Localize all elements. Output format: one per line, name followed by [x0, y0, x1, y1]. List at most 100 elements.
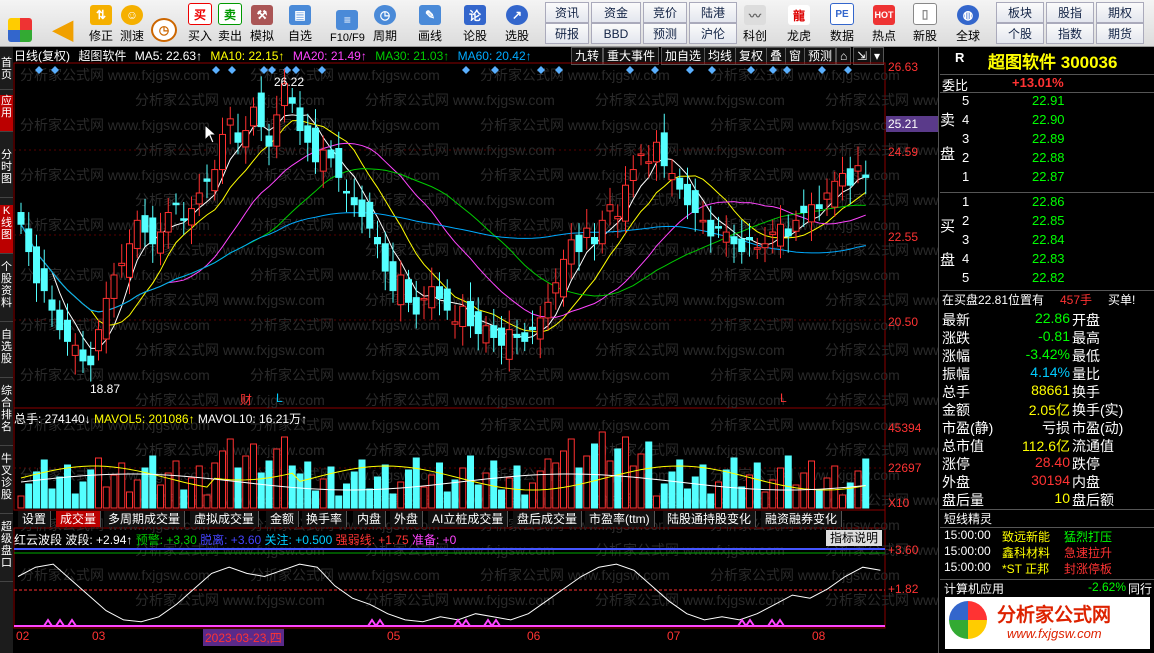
- research-button[interactable]: 研报: [545, 23, 589, 44]
- buy-button[interactable]: 买 买入: [188, 2, 212, 44]
- volume-bar: [660, 483, 668, 509]
- candle-body: [25, 228, 33, 253]
- price-axis-current: 25.21: [888, 117, 919, 131]
- period-button[interactable]: ◷ 周期: [373, 2, 397, 44]
- tab-indicator-0[interactable]: 设置: [18, 511, 52, 527]
- ipo-button[interactable]: ▯ 新股: [913, 2, 937, 44]
- tab-overlay[interactable]: 叠: [766, 47, 787, 65]
- back-button[interactable]: ◀: [50, 2, 76, 44]
- tab-indicator-8[interactable]: AI立桩成交量: [428, 511, 509, 527]
- elf-item[interactable]: 15:00:00 鑫科材料 急速拉升: [944, 544, 1113, 560]
- ask-row[interactable]: 5 22.91: [962, 93, 1065, 108]
- tab-major-events[interactable]: 重大事件: [603, 47, 660, 65]
- ask-row[interactable]: 2 22.88: [962, 150, 1065, 165]
- l-marker-1[interactable]: L: [276, 391, 283, 405]
- sidebar-item-profile[interactable]: 个股资料: [0, 261, 13, 322]
- sidebar-item-apps[interactable]: 应用: [0, 95, 13, 132]
- watchlist-button[interactable]: ▤ 自选: [288, 2, 312, 44]
- speed-test-button[interactable]: ☺ 测速: [120, 2, 144, 44]
- star-market-button[interactable]: 〰 科创: [743, 2, 767, 44]
- candle-body: [536, 317, 544, 340]
- fix-button[interactable]: ⇅ 修正: [89, 2, 113, 44]
- bbd-button[interactable]: BBD: [591, 23, 641, 44]
- tab-add-watchlist[interactable]: 加自选: [661, 47, 706, 65]
- tab-indicator-10[interactable]: 市盈率(ttm): [585, 511, 655, 527]
- data-button[interactable]: PE 数据: [830, 2, 854, 44]
- tab-indicator-3[interactable]: 虚拟成交量: [190, 511, 260, 527]
- tab-jiuzhuan[interactable]: 九转: [571, 47, 604, 65]
- tab-indicator-9[interactable]: 盘后成交量: [513, 511, 583, 527]
- shlon-button[interactable]: 沪伦: [689, 23, 737, 44]
- sector-button[interactable]: 板块: [996, 2, 1044, 23]
- stock-button[interactable]: 个股: [996, 23, 1044, 44]
- sidebar-item-intraday[interactable]: 分时图: [0, 149, 13, 198]
- index-button[interactable]: 指数: [1046, 23, 1094, 44]
- candle-body: [730, 236, 738, 245]
- tab-ma[interactable]: 均线: [704, 47, 737, 65]
- elf-item[interactable]: 15:00:00 致远新能 猛烈打压: [944, 528, 1113, 544]
- bid-row[interactable]: 4 22.83: [962, 251, 1065, 266]
- bid-row[interactable]: 1 22.86: [962, 194, 1065, 209]
- indicator-help-button[interactable]: 指标说明: [826, 530, 882, 546]
- volume-bar: [784, 455, 792, 509]
- futures-button[interactable]: 期货: [1096, 23, 1144, 44]
- f10-button[interactable]: ≡ F10/F9: [330, 2, 365, 44]
- funds-button[interactable]: 资金: [591, 2, 641, 23]
- ind-prep: 准备: +0: [411, 533, 457, 547]
- smiley-icon: ☺: [121, 5, 143, 25]
- tab-indicator-7[interactable]: 外盘: [390, 511, 424, 527]
- forecast-button[interactable]: 预测: [643, 23, 687, 44]
- clock-icon: ◷: [374, 5, 396, 25]
- ask-row[interactable]: 4 22.90: [962, 112, 1065, 127]
- volume-bar: [79, 481, 87, 509]
- sidebar-item-superbook[interactable]: 超级盘口: [0, 521, 13, 582]
- discuss-button[interactable]: 论 论股: [463, 2, 487, 44]
- sidebar-item-kline[interactable]: K线图: [0, 205, 13, 254]
- tab-indicator-4[interactable]: 金额: [266, 511, 300, 527]
- volume-bar: [862, 458, 870, 509]
- sidebar-item-home[interactable]: 首页: [0, 57, 13, 90]
- lock-icon[interactable]: ⌂: [836, 47, 852, 65]
- ask-row[interactable]: 3 22.89: [962, 131, 1065, 146]
- ask-row[interactable]: 1 22.87: [962, 169, 1065, 184]
- sidebar-item-ranking[interactable]: 综合排名: [0, 385, 13, 446]
- volume-bar: [71, 493, 79, 509]
- sell-button[interactable]: 卖 卖出: [218, 2, 242, 44]
- simulate-button[interactable]: ⚒ 模拟: [250, 2, 274, 44]
- bid-row[interactable]: 3 22.84: [962, 232, 1065, 247]
- tab-volume-active[interactable]: 成交量: [56, 511, 102, 527]
- tab-indicator-11[interactable]: 陆股通持股变化: [663, 511, 757, 527]
- svg-text:分析家公式网 www.fxjgsw.com: 分析家公式网 www.fxjgsw.com: [135, 192, 325, 208]
- svg-text:分析家公式网 www.fxjgsw.com: 分析家公式网 www.fxjgsw.com: [20, 317, 210, 333]
- stock-index-futures-button[interactable]: 股指: [1046, 2, 1094, 23]
- bid-row[interactable]: 2 22.85: [962, 213, 1065, 228]
- hot-button[interactable]: HOT 热点: [872, 2, 896, 44]
- l-marker-2[interactable]: L: [780, 391, 787, 405]
- tab-forecast[interactable]: 预测: [804, 47, 837, 65]
- bid-row[interactable]: 5 22.82: [962, 270, 1065, 285]
- elf-item[interactable]: 15:00:00 *ST 正邦 封涨停板: [944, 560, 1113, 576]
- tab-indicator-2[interactable]: 多周期成交量: [104, 511, 186, 527]
- tab-adjust[interactable]: 复权: [735, 47, 768, 65]
- tab-indicator-5[interactable]: 换手率: [302, 511, 348, 527]
- industry-row[interactable]: 计算机应用 -2.62% 同行: [940, 579, 1154, 597]
- sidebar-item-diagnose[interactable]: 牛叉诊股: [0, 453, 13, 514]
- sidebar-item-watchlist[interactable]: 自选股: [0, 329, 13, 378]
- tab-indicator-6[interactable]: 内盘: [353, 511, 387, 527]
- event-marker: [626, 66, 634, 74]
- global-button[interactable]: ◍ 全球: [956, 2, 980, 44]
- screener-button[interactable]: ↗ 选股: [505, 2, 529, 44]
- report-marker[interactable]: 财: [240, 393, 253, 407]
- tab-indicator-12[interactable]: 融资融券变化: [761, 511, 843, 527]
- app-menu-button[interactable]: [8, 2, 32, 44]
- hk-connect-button[interactable]: 陆港: [689, 2, 737, 23]
- dropdown-icon[interactable]: ▾: [870, 47, 885, 65]
- draw-button[interactable]: ✎ 画线: [418, 2, 442, 44]
- candle-body: [172, 202, 180, 206]
- dragon-tiger-button[interactable]: 龍 龙虎: [787, 2, 811, 44]
- clock-button[interactable]: ◷: [151, 2, 177, 44]
- options-button[interactable]: 期权: [1096, 2, 1144, 23]
- news-button[interactable]: 资讯: [545, 2, 589, 23]
- auction-button[interactable]: 竞价: [643, 2, 687, 23]
